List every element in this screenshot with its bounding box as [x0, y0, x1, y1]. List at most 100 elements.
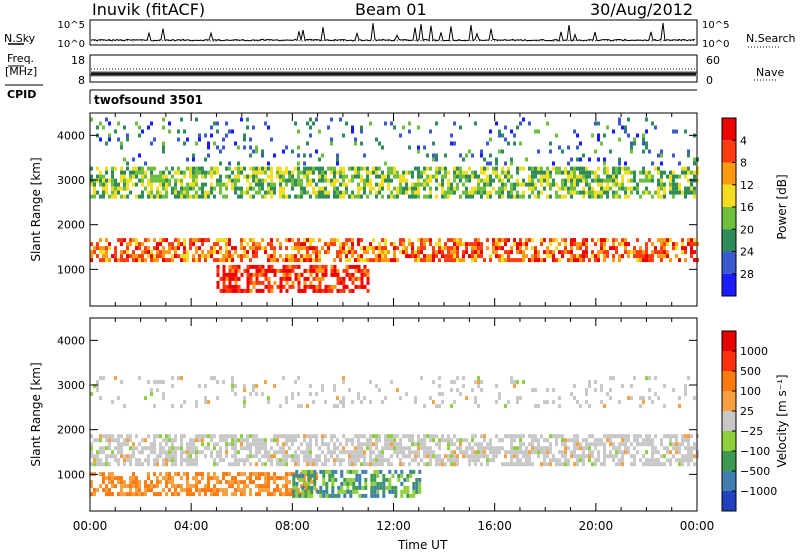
power-cell — [531, 178, 534, 183]
power-cell — [432, 254, 435, 259]
power-cell — [642, 190, 645, 195]
power-cell — [216, 284, 220, 289]
power-cell — [468, 254, 471, 259]
velocity-cell — [408, 462, 411, 467]
velocity-cell — [264, 442, 267, 447]
velocity-cell — [310, 493, 314, 498]
power-cell — [141, 174, 144, 179]
power-cell — [450, 133, 453, 138]
power-cell — [633, 170, 636, 175]
power-cell — [177, 246, 180, 251]
velocity-cell — [369, 462, 372, 467]
velocity-cell — [150, 450, 153, 455]
power-cell — [627, 186, 630, 191]
velocity-cell — [96, 488, 99, 493]
power-cell — [360, 272, 364, 277]
velocity-cell — [501, 462, 504, 467]
velocity-cell — [486, 462, 489, 467]
power-cell — [654, 250, 657, 255]
power-cell — [270, 182, 273, 187]
velocity-cell — [132, 472, 135, 477]
power-cell — [528, 258, 531, 263]
power-cell — [234, 166, 237, 171]
power-cell — [207, 190, 210, 195]
velocity-cell — [402, 454, 405, 459]
velocity-cell — [513, 380, 516, 385]
velocity-cell — [405, 446, 408, 451]
velocity-cell — [313, 485, 317, 490]
power-cell — [471, 174, 474, 179]
power-cell — [633, 250, 636, 255]
power-cell — [156, 178, 159, 183]
power-cell — [315, 284, 319, 289]
power-cell — [285, 264, 289, 269]
power-cell — [582, 242, 585, 247]
power-cell — [501, 246, 504, 251]
velocity-cell — [516, 400, 519, 405]
power-cell — [105, 238, 108, 243]
power-cell — [690, 242, 693, 247]
power-cell — [654, 125, 657, 130]
velocity-cell — [180, 446, 183, 451]
velocity-cell — [408, 438, 411, 443]
power-cell — [351, 238, 354, 243]
power-cell — [441, 254, 444, 259]
power-cell — [276, 166, 279, 171]
power-cell — [636, 258, 639, 263]
velocity-cell — [237, 462, 240, 467]
power-cell — [150, 178, 153, 183]
power-cell — [387, 166, 390, 171]
power-cell — [399, 190, 402, 195]
power-cell — [249, 280, 253, 285]
velocity-cell — [396, 388, 399, 393]
power-cell — [273, 190, 276, 195]
power-cell — [141, 242, 144, 247]
power-cell — [261, 178, 264, 183]
velocity-cell — [201, 434, 204, 439]
velocity-cell — [363, 454, 366, 459]
velocity-cell — [237, 458, 240, 463]
velocity-cell — [438, 376, 441, 381]
power-cell — [564, 242, 567, 247]
power-cell — [141, 178, 144, 183]
velocity-cell — [342, 446, 345, 451]
power-cell — [423, 194, 426, 199]
power-cell — [615, 194, 618, 199]
velocity-cell — [576, 458, 579, 463]
velocity-cell — [684, 434, 687, 439]
power-cell — [393, 174, 396, 179]
power-cell — [366, 182, 369, 187]
power-cell — [693, 238, 696, 243]
velocity-cell — [331, 489, 335, 494]
power-cell — [222, 254, 225, 259]
velocity-cell — [621, 442, 624, 447]
power-colorbar-swatch — [722, 162, 736, 185]
velocity-cell — [612, 442, 615, 447]
velocity-cell — [405, 454, 408, 459]
power-cell — [336, 170, 339, 175]
power-cell — [435, 121, 438, 126]
velocity-cell — [549, 446, 552, 451]
power-cell — [462, 174, 465, 179]
velocity-cell — [292, 473, 296, 478]
power-cell — [414, 258, 417, 263]
velocity-cell — [144, 438, 147, 443]
velocity-cell — [117, 476, 120, 481]
velocity-cell — [630, 384, 633, 389]
velocity-cell — [195, 484, 198, 489]
power-cell — [663, 182, 666, 187]
power-cell — [639, 170, 642, 175]
power-cell — [195, 174, 198, 179]
power-cell — [255, 182, 258, 187]
power-cell — [399, 182, 402, 187]
velocity-cell — [420, 446, 423, 451]
velocity-cell — [690, 446, 693, 451]
power-cell — [417, 178, 420, 183]
power-cell — [660, 238, 663, 243]
power-cell — [465, 250, 468, 255]
power-cell — [621, 242, 624, 247]
power-cell — [336, 238, 339, 243]
velocity-cell — [156, 462, 159, 467]
velocity-cell — [564, 446, 567, 451]
power-cell — [579, 174, 582, 179]
